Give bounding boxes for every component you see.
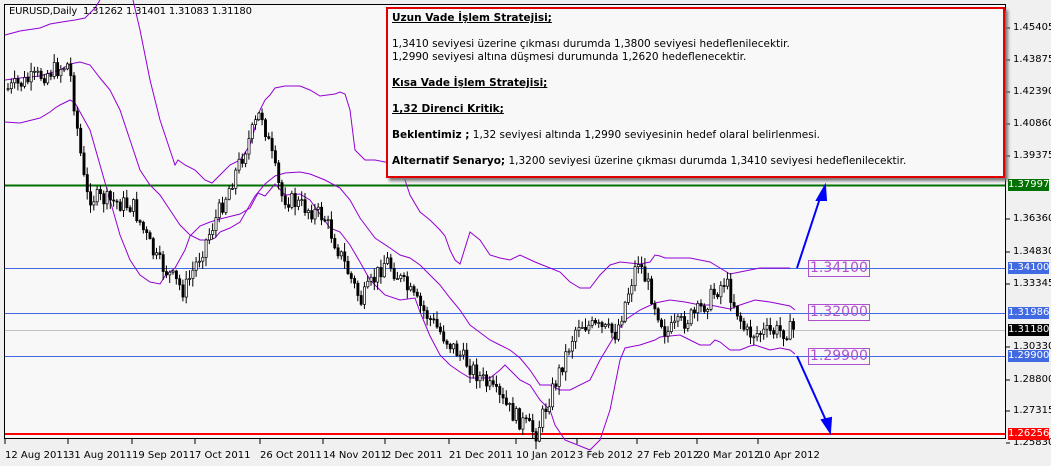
bollinger-bands [4, 0, 796, 451]
x-tick: 14 Nov 2011 [323, 450, 388, 461]
x-tick: 10 Apr 2012 [758, 450, 820, 461]
x-tick: 12 Aug 2011 [5, 450, 70, 461]
x-tick: 19 Sep 2011 [132, 450, 196, 461]
y-tick: 1.30330 [1013, 341, 1051, 352]
x-tick: 21 Dec 2011 [449, 450, 513, 461]
bollinger-upper-2 [132, 0, 790, 289]
resistance-critical-title: 1,32 Direnci Kritik; [392, 103, 504, 115]
bollinger-lower [4, 99, 796, 451]
price-tag-critical: 1.31986 [1008, 307, 1050, 319]
y-tick: 1.40860 [1013, 118, 1051, 129]
up-arrow-head [815, 182, 828, 201]
expectation-paragraph: Beklentimiz ; 1,32 seviyesi altında 1,29… [392, 129, 999, 142]
y-tick: 1.27315 [1013, 405, 1051, 416]
y-tick: 1.39375 [1013, 150, 1051, 161]
alternative-text: 1,3200 seviyesi üzerine çıkması durumda … [505, 155, 907, 167]
y-tick: 1.25830 [1013, 437, 1051, 448]
x-tick: 26 Oct 2011 [260, 450, 322, 461]
x-tick: 7 Oct 2011 [195, 450, 251, 461]
up-arrow-segment [796, 191, 823, 269]
long-term-strategy-title: Uzun Vade İşlem Stratejisi; [392, 12, 552, 24]
long-term-line-1: 1,3410 seviyesi üzerine çıkması durumda … [392, 38, 790, 50]
alternative-paragraph: Alternatif Senaryo; 1,3200 seviyesi üzer… [392, 155, 999, 168]
price-tag-current: 1.31180 [1008, 324, 1050, 336]
projection-arrows [796, 182, 833, 435]
x-tick: 10 Jan 2012 [516, 450, 576, 461]
expectation-label: Beklentimiz ; [392, 129, 470, 141]
y-tick: 1.33345 [1013, 278, 1051, 289]
price-tag-target-up: 1.37997 [1008, 179, 1050, 191]
y-tick: 1.45405 [1013, 22, 1051, 33]
price-tag-support: 1.29900 [1008, 350, 1050, 362]
down-arrow-segment [796, 355, 829, 426]
bollinger-middle [4, 61, 796, 391]
symbol-timeframe: EURUSD,Daily [9, 6, 78, 17]
long-term-line-2: 1,2990 seviyesi altına düşmesi durumunda… [392, 51, 747, 63]
short-term-strategy-title: Kısa Vade İşlem Stratejisi; [392, 77, 548, 89]
x-tick: 31 Aug 2011 [68, 450, 133, 461]
y-tick: 1.42390 [1013, 86, 1051, 97]
level-tag-12990[interactable]: 1.29900 [808, 348, 870, 365]
x-tick: 3 Feb 2012 [577, 450, 633, 461]
candlesticks [6, 54, 795, 450]
expectation-text: 1,32 seviyesi altında 1,2990 seviyesinin… [469, 129, 820, 141]
chart-title: EURUSD,Daily 1.31262 1.31401 1.31083 1.3… [9, 6, 252, 17]
x-tick: 20 Mar 2012 [697, 450, 761, 461]
down-arrow-head [820, 416, 833, 435]
x-tick: 27 Feb 2012 [637, 450, 700, 461]
y-axis-ticks [1006, 27, 1010, 444]
price-tag-target-down: 1.26256 [1008, 428, 1050, 440]
y-tick: 1.28800 [1013, 374, 1051, 385]
price-tag-resistance: 1.34100 [1008, 262, 1050, 274]
y-tick: 1.34830 [1013, 246, 1051, 257]
level-tag-13410[interactable]: 1.34100 [808, 260, 870, 277]
y-tick: 1.36360 [1013, 213, 1051, 224]
y-tick: 1.43875 [1013, 54, 1051, 65]
strategy-annotation-box[interactable]: Uzun Vade İşlem Stratejisi; 1,3410 seviy… [386, 7, 1005, 178]
ohlc-values: 1.31262 1.31401 1.31083 1.31180 [83, 6, 252, 17]
x-tick: 2 Dec 2011 [385, 450, 443, 461]
bollinger-upper [4, 0, 101, 36]
level-tag-13200[interactable]: 1.32000 [808, 304, 870, 321]
x-axis-ticks [4, 439, 759, 444]
alternative-label: Alternatif Senaryo; [392, 155, 506, 167]
